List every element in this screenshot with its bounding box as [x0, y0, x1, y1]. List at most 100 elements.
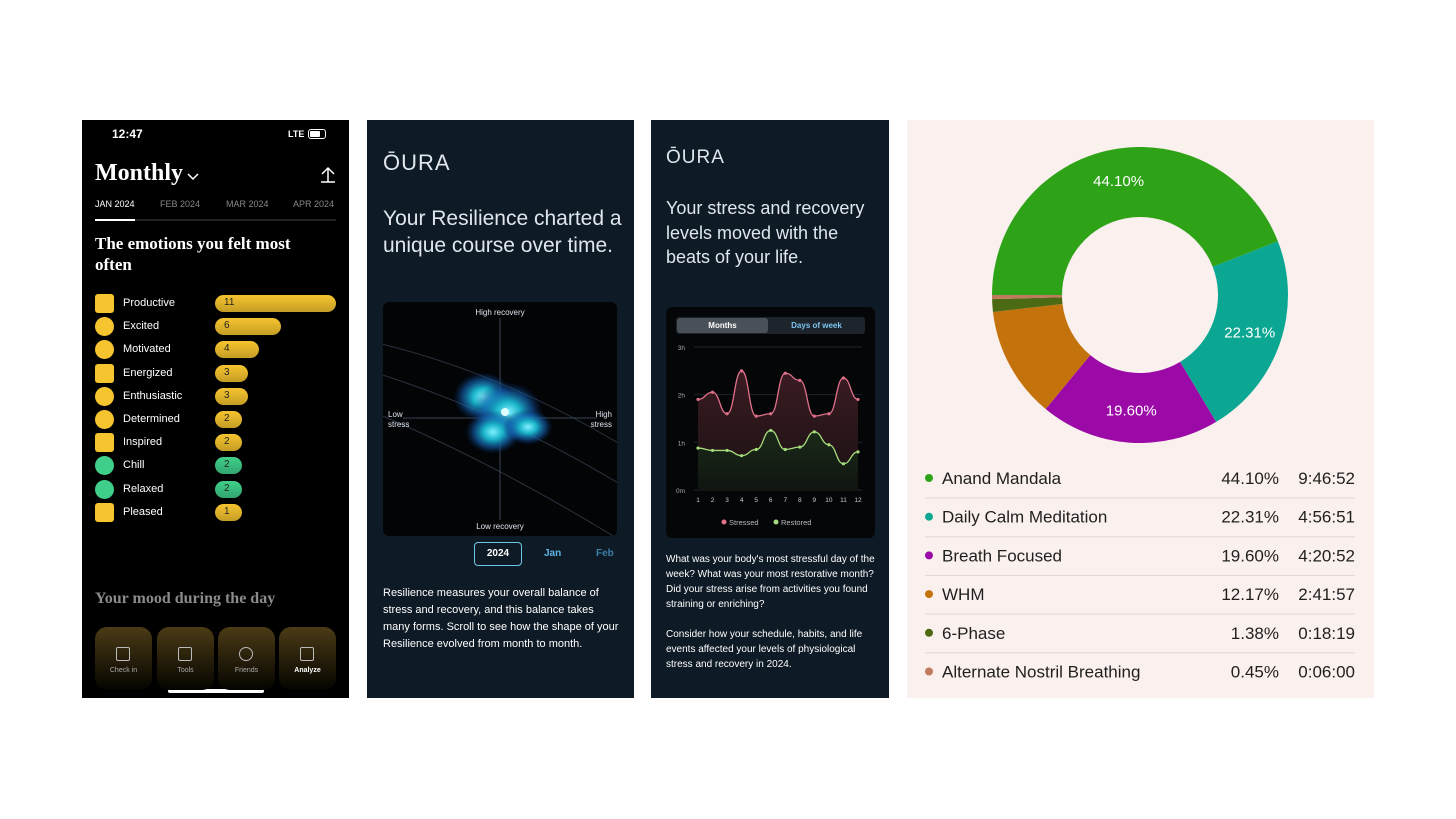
- stress-screen: ŌURA Your stress and recovery levels mov…: [651, 120, 889, 698]
- body-text: What was your body's most stressful day …: [666, 554, 875, 610]
- point: [827, 443, 831, 447]
- nav-button[interactable]: Friends: [218, 627, 275, 690]
- emotion-bar: 2: [215, 480, 242, 498]
- meditation-screen: 44.10% Anand Mandala 44.10% 9:46:52 22.31% Da…: [907, 120, 1374, 698]
- page-title[interactable]: Monthly: [95, 160, 184, 186]
- legend-label: Anand Mandala: [942, 469, 1062, 488]
- x-tick-label: 3: [725, 497, 729, 504]
- resilience-screen: ŌURA Your Resilience charted a unique co…: [367, 120, 634, 698]
- emotion-icon: [95, 386, 114, 406]
- toggle-option[interactable]: Months: [677, 318, 768, 333]
- point: [696, 397, 700, 402]
- point: [812, 430, 816, 434]
- nav-icon: [300, 647, 314, 661]
- period-tab[interactable]: Feb: [596, 548, 614, 559]
- legend-percent: 1.38%: [1231, 624, 1279, 643]
- legend-label: WHM: [942, 585, 984, 604]
- emotion-label: Enthusiastic: [123, 389, 183, 402]
- toggle-option[interactable]: Days of week: [791, 321, 842, 330]
- legend-duration: 4:56:51: [1298, 508, 1355, 527]
- nav-button[interactable]: Check in: [95, 627, 152, 690]
- bar-label: 2: [224, 459, 230, 471]
- legend-duration: 9:46:52: [1298, 469, 1355, 488]
- point: [798, 378, 802, 382]
- point: [740, 454, 744, 458]
- section-heading: Your mood during the day: [95, 590, 276, 607]
- resilience-blob: [453, 372, 553, 454]
- donut-slice: [992, 295, 1063, 300]
- legend-label: Alternate Nostril Breathing: [942, 663, 1140, 682]
- bar-label: 11: [224, 297, 235, 308]
- slice-label: 22.31%: [1224, 325, 1275, 342]
- emotion-icon: [95, 433, 114, 453]
- legend-label: Breath Focused: [942, 546, 1062, 565]
- chevron: [187, 173, 199, 181]
- legend-swatch: [925, 628, 933, 637]
- emotion-bar: 6: [215, 318, 281, 336]
- x-tick-label: 11: [840, 497, 847, 504]
- emotion-bar: 2: [215, 411, 242, 428]
- period-tab[interactable]: 2024: [474, 542, 522, 566]
- emotion-bar: 3: [215, 387, 248, 405]
- emotion-bar: 3: [215, 364, 248, 382]
- emotion-label: Productive: [123, 297, 175, 309]
- legend-duration: 0:18:19: [1298, 624, 1355, 643]
- month-tab[interactable]: JAN 2024: [95, 199, 135, 209]
- nav-label: Check in: [109, 667, 138, 674]
- bar-label: 4: [224, 343, 230, 355]
- point: [827, 412, 831, 416]
- share-icon[interactable]: [321, 166, 335, 183]
- slice-label: 19.60%: [1106, 403, 1157, 420]
- bar-label: 6: [224, 320, 230, 332]
- y-tick-label: 2h: [678, 393, 686, 400]
- donut-slice: [1045, 355, 1217, 443]
- area-fill: [698, 430, 858, 490]
- point: [769, 412, 773, 416]
- legend-swatch: [925, 474, 933, 482]
- emotion-icon: [95, 363, 114, 383]
- point: [710, 390, 715, 394]
- nav-label: Friends: [234, 667, 259, 674]
- nav-button[interactable]: Analyze: [279, 627, 336, 690]
- status-network: LTE: [288, 129, 305, 139]
- section-heading: The emotions you felt most often: [95, 234, 291, 274]
- emotion-label: Chill: [123, 459, 145, 472]
- emotion-bar: 2: [215, 434, 242, 452]
- y-tick-label: 3h: [678, 345, 686, 352]
- emotion-label: Pleased: [123, 505, 163, 518]
- line: [697, 429, 859, 465]
- body-text: Consider how your schedule, habits, and …: [666, 629, 863, 670]
- bar-label: 3: [224, 389, 230, 401]
- resilience-plot: [383, 318, 617, 536]
- x-tick-label: 12: [854, 497, 862, 504]
- x-tick-label: 2: [711, 497, 715, 504]
- donut-slice: [1180, 241, 1288, 422]
- emotion-icon: [95, 294, 114, 313]
- legend-percent: 0.45%: [1231, 663, 1279, 682]
- point: [740, 369, 744, 373]
- legend-swatch: [925, 590, 933, 599]
- point: [696, 446, 700, 450]
- emotion-icon: [95, 317, 114, 337]
- nav-label: Tools: [177, 667, 194, 674]
- emotion-icon: [95, 456, 114, 476]
- point: [856, 450, 860, 454]
- legend-duration: 2:41:57: [1298, 585, 1355, 604]
- legend-percent: 22.31%: [1221, 508, 1279, 527]
- period-tab[interactable]: Jan: [544, 548, 562, 559]
- donut-slice: [992, 297, 1063, 312]
- emotion-icon: [95, 340, 114, 360]
- legend-percent: 44.10%: [1221, 469, 1279, 488]
- month-tab[interactable]: APR 2024: [293, 199, 335, 209]
- headline: Your Resilience charted a unique course …: [383, 207, 622, 257]
- axis-label: High recovery: [475, 308, 525, 317]
- legend-swatch: [925, 551, 933, 560]
- month-tab[interactable]: MAR 2024: [226, 199, 269, 209]
- donut-slice: [992, 303, 1091, 410]
- x-tick-label: 8: [798, 497, 802, 504]
- x-tick-label: 4: [740, 497, 744, 504]
- emotion-label: Excited: [123, 320, 160, 333]
- nav-button[interactable]: Tools: [157, 627, 214, 690]
- legend-swatch: [721, 519, 727, 525]
- month-tab[interactable]: FEB 2024: [160, 199, 201, 209]
